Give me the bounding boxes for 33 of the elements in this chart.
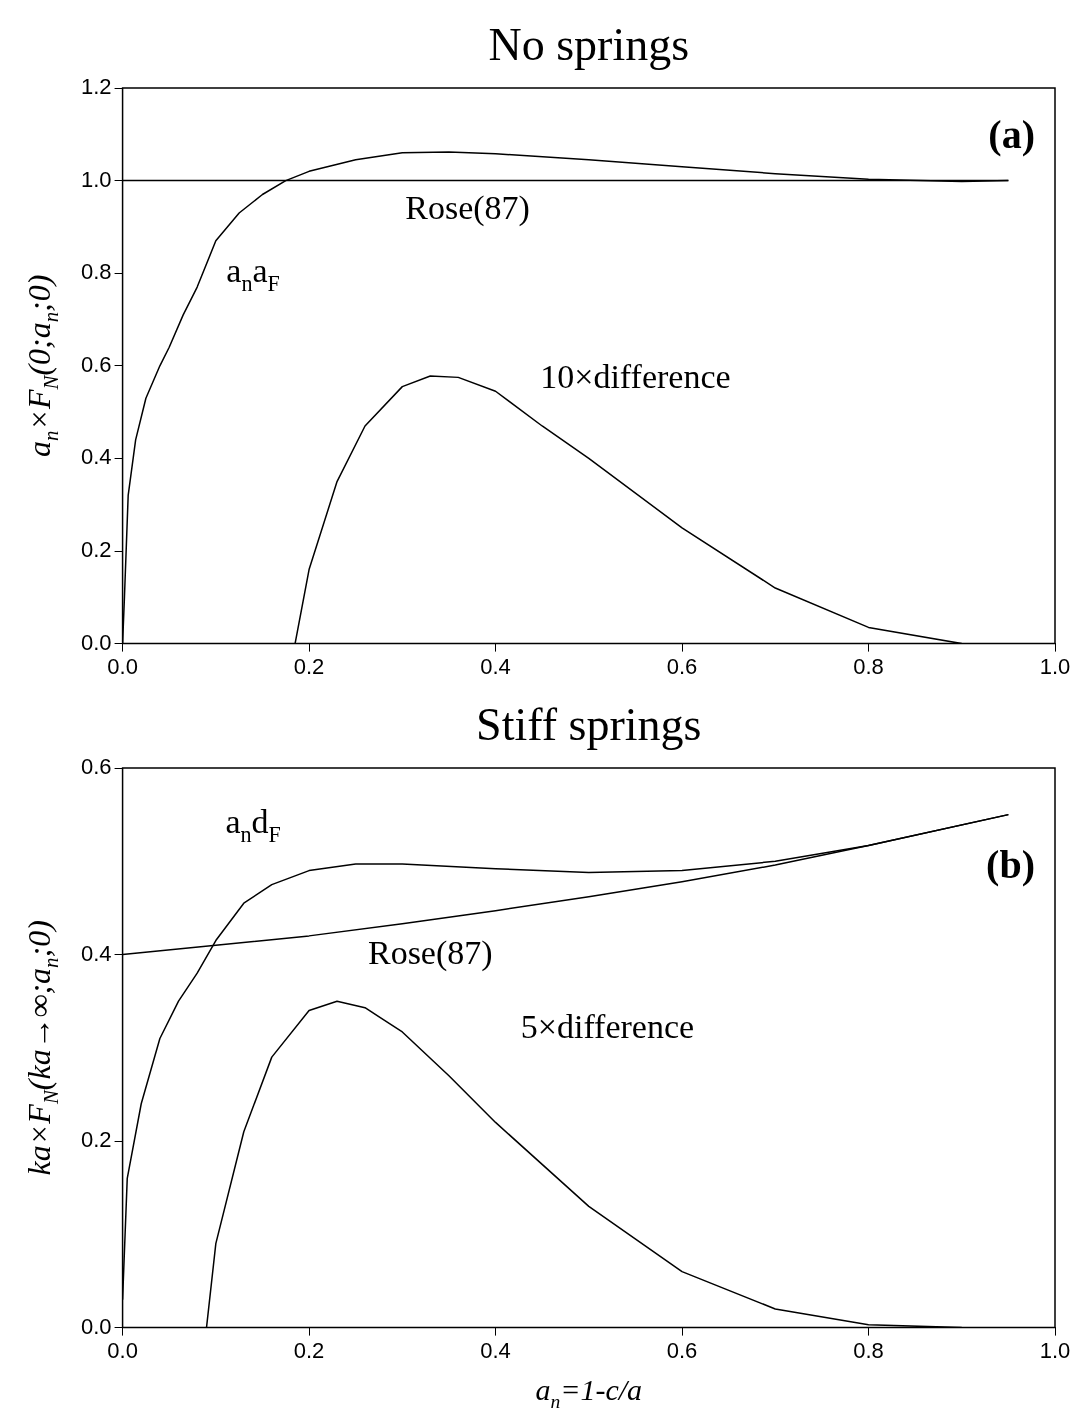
y-tick-label: 1.0 <box>80 166 112 192</box>
text: 5×difference <box>520 1008 695 1046</box>
y-tick-label: 0.2 <box>80 537 112 563</box>
series-label: Rose(87) <box>405 188 530 227</box>
y-tick-label: 0.0 <box>80 629 112 655</box>
y-tick-label: 0.2 <box>80 1127 112 1153</box>
y-tick-label: 0.0 <box>80 1313 112 1339</box>
x-tick-label: 0.8 <box>853 653 884 679</box>
x-tick-label: 0.2 <box>293 653 325 679</box>
y-tick-label: 0.8 <box>80 259 112 285</box>
series-label: Rose(87) <box>367 933 493 972</box>
y-axis-title: ka×FN(ka→∞;an;0) <box>21 920 62 1176</box>
x-tick-label: 1.0 <box>1039 1337 1071 1363</box>
x-tick-label: 0.2 <box>293 1337 325 1363</box>
y-tick-label: 0.4 <box>80 444 112 470</box>
x-tick-label: 0.6 <box>666 1337 698 1363</box>
x-tick-label: 0.4 <box>480 653 511 679</box>
x-tick-label: 0.0 <box>107 653 138 679</box>
y-tick-label: 0.6 <box>80 351 112 377</box>
x-tick-label: 0.0 <box>107 1337 138 1363</box>
annotation: (b) <box>986 842 1035 887</box>
x-tick-label: 0.4 <box>480 1337 511 1363</box>
y-tick-label: 1.2 <box>80 74 112 100</box>
x-tick-label: 1.0 <box>1039 653 1071 679</box>
y-tick-label: 0.6 <box>80 754 112 780</box>
x-tick-label: 0.6 <box>666 653 698 679</box>
y-axis-title: an×FN(0;an;0) <box>21 274 62 458</box>
y-tick-label: 0.4 <box>80 940 112 966</box>
chart-title: Stiff springs <box>476 699 702 750</box>
series-label: 10×difference <box>540 358 731 396</box>
x-tick-label: 0.8 <box>853 1337 884 1363</box>
chart-title: No springs <box>488 19 690 70</box>
annotation: (a) <box>988 112 1035 157</box>
